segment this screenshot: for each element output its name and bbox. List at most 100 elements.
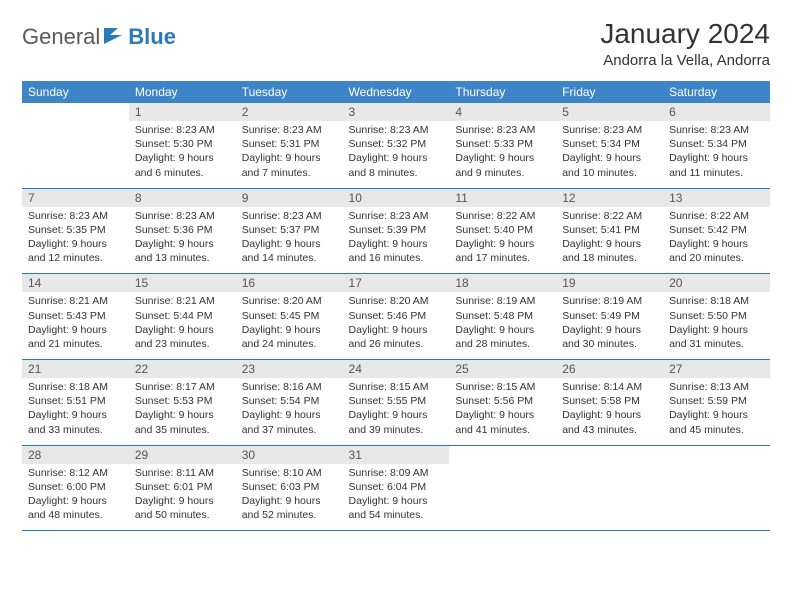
day-data-line: Sunrise: 8:23 AM [669, 123, 764, 137]
day-data-line: Daylight: 9 hours and 33 minutes. [28, 408, 123, 436]
day-data: Sunrise: 8:21 AMSunset: 5:44 PMDaylight:… [129, 292, 236, 359]
day-number [663, 446, 770, 464]
calendar-table: SundayMondayTuesdayWednesdayThursdayFrid… [22, 81, 770, 531]
calendar-day-cell: 31Sunrise: 8:09 AMSunset: 6:04 PMDayligh… [343, 445, 450, 531]
calendar-day-cell: 4Sunrise: 8:23 AMSunset: 5:33 PMDaylight… [449, 103, 556, 188]
day-number: 24 [343, 360, 450, 378]
day-data-line: Daylight: 9 hours and 21 minutes. [28, 323, 123, 351]
day-data-line: Sunrise: 8:12 AM [28, 466, 123, 480]
day-data: Sunrise: 8:21 AMSunset: 5:43 PMDaylight:… [22, 292, 129, 359]
day-data: Sunrise: 8:11 AMSunset: 6:01 PMDaylight:… [129, 464, 236, 531]
day-data-line: Daylight: 9 hours and 13 minutes. [135, 237, 230, 265]
day-number: 31 [343, 446, 450, 464]
day-data-line: Daylight: 9 hours and 7 minutes. [242, 151, 337, 179]
day-data-line: Daylight: 9 hours and 23 minutes. [135, 323, 230, 351]
day-data: Sunrise: 8:23 AMSunset: 5:34 PMDaylight:… [663, 121, 770, 188]
day-data-line: Sunset: 5:32 PM [349, 137, 444, 151]
day-data-line: Sunset: 5:49 PM [562, 309, 657, 323]
day-data: Sunrise: 8:23 AMSunset: 5:37 PMDaylight:… [236, 207, 343, 274]
calendar-week-row: 14Sunrise: 8:21 AMSunset: 5:43 PMDayligh… [22, 274, 770, 360]
day-data: Sunrise: 8:19 AMSunset: 5:49 PMDaylight:… [556, 292, 663, 359]
day-data-line: Sunset: 5:44 PM [135, 309, 230, 323]
day-data-line: Sunrise: 8:23 AM [242, 209, 337, 223]
day-data: Sunrise: 8:23 AMSunset: 5:32 PMDaylight:… [343, 121, 450, 188]
day-data [449, 464, 556, 474]
calendar-day-cell: 16Sunrise: 8:20 AMSunset: 5:45 PMDayligh… [236, 274, 343, 360]
day-data-line: Sunset: 5:35 PM [28, 223, 123, 237]
weekday-header: Monday [129, 81, 236, 103]
title-block: January 2024 Andorra la Vella, Andorra [600, 18, 770, 69]
day-data-line: Sunrise: 8:14 AM [562, 380, 657, 394]
calendar-day-cell: 22Sunrise: 8:17 AMSunset: 5:53 PMDayligh… [129, 360, 236, 446]
day-number: 11 [449, 189, 556, 207]
day-data-line: Sunset: 5:37 PM [242, 223, 337, 237]
day-data-line: Daylight: 9 hours and 28 minutes. [455, 323, 550, 351]
calendar-week-row: 21Sunrise: 8:18 AMSunset: 5:51 PMDayligh… [22, 360, 770, 446]
day-data: Sunrise: 8:13 AMSunset: 5:59 PMDaylight:… [663, 378, 770, 445]
day-data-line: Sunset: 6:01 PM [135, 480, 230, 494]
day-data-line: Sunrise: 8:21 AM [28, 294, 123, 308]
day-data-line: Sunset: 5:45 PM [242, 309, 337, 323]
calendar-day-cell: 26 Sunrise: 8:14 AMSunset: 5:58 PMDayligh… [556, 360, 663, 446]
calendar-day-cell: 15Sunrise: 8:21 AMSunset: 5:44 PMDayligh… [129, 274, 236, 360]
location-label: Andorra la Vella, Andorra [600, 52, 770, 69]
day-data-line: Daylight: 9 hours and 9 minutes. [455, 151, 550, 179]
day-data-line: Sunset: 6:00 PM [28, 480, 123, 494]
day-data-line: Sunrise: 8:23 AM [135, 209, 230, 223]
day-data-line: Sunrise: 8:09 AM [349, 466, 444, 480]
day-data-line: Sunset: 5:54 PM [242, 394, 337, 408]
day-data-line: Sunset: 5:51 PM [28, 394, 123, 408]
day-data-line: Sunset: 5:50 PM [669, 309, 764, 323]
day-number: 5 [556, 103, 663, 121]
day-data-line: Sunset: 5:31 PM [242, 137, 337, 151]
calendar-day-cell [449, 445, 556, 531]
day-data-line: Sunrise: 8:23 AM [28, 209, 123, 223]
day-number: 14 [22, 274, 129, 292]
day-data: Sunrise: 8:22 AMSunset: 5:42 PMDaylight:… [663, 207, 770, 274]
day-number: 19 [556, 274, 663, 292]
day-data-line: Daylight: 9 hours and 48 minutes. [28, 494, 123, 522]
day-data-line: Daylight: 9 hours and 8 minutes. [349, 151, 444, 179]
calendar-day-cell: 9Sunrise: 8:23 AMSunset: 5:37 PMDaylight… [236, 188, 343, 274]
day-data-line: Sunset: 5:58 PM [562, 394, 657, 408]
day-number: 20 [663, 274, 770, 292]
day-number: 17 [343, 274, 450, 292]
day-data-line: Sunrise: 8:22 AM [669, 209, 764, 223]
day-data-line: Sunset: 6:04 PM [349, 480, 444, 494]
flag-icon [104, 24, 126, 50]
day-data-line: Sunset: 5:40 PM [455, 223, 550, 237]
calendar-day-cell: 12Sunrise: 8:22 AMSunset: 5:41 PMDayligh… [556, 188, 663, 274]
day-data: Sunrise: 8:23 AMSunset: 5:35 PMDaylight:… [22, 207, 129, 274]
day-data-line: Sunrise: 8:23 AM [455, 123, 550, 137]
day-data-line: Sunrise: 8:13 AM [669, 380, 764, 394]
day-number: 25 [449, 360, 556, 378]
day-data [663, 464, 770, 474]
day-data-line: Sunrise: 8:18 AM [669, 294, 764, 308]
day-data-line: Sunrise: 8:20 AM [242, 294, 337, 308]
calendar-day-cell: 25Sunrise: 8:15 AMSunset: 5:56 PMDayligh… [449, 360, 556, 446]
calendar-week-row: 1Sunrise: 8:23 AMSunset: 5:30 PMDaylight… [22, 103, 770, 188]
day-number: 15 [129, 274, 236, 292]
day-data [556, 464, 663, 474]
day-data: Sunrise: 8:23 AMSunset: 5:30 PMDaylight:… [129, 121, 236, 188]
calendar-day-cell: 5Sunrise: 8:23 AMSunset: 5:34 PMDaylight… [556, 103, 663, 188]
brand-part2: Blue [128, 24, 176, 50]
day-data-line: Daylight: 9 hours and 26 minutes. [349, 323, 444, 351]
day-number: 29 [129, 446, 236, 464]
day-number: 28 [22, 446, 129, 464]
day-data-line: Daylight: 9 hours and 17 minutes. [455, 237, 550, 265]
day-number: 26 [556, 360, 663, 378]
day-number: 27 [663, 360, 770, 378]
day-data-line: Sunset: 5:55 PM [349, 394, 444, 408]
calendar-day-cell: 8Sunrise: 8:23 AMSunset: 5:36 PMDaylight… [129, 188, 236, 274]
calendar-day-cell: 10Sunrise: 8:23 AMSunset: 5:39 PMDayligh… [343, 188, 450, 274]
day-data-line: Daylight: 9 hours and 41 minutes. [455, 408, 550, 436]
calendar-day-cell: 18Sunrise: 8:19 AMSunset: 5:48 PMDayligh… [449, 274, 556, 360]
day-number: 1 [129, 103, 236, 121]
day-number: 16 [236, 274, 343, 292]
day-data-line: Daylight: 9 hours and 43 minutes. [562, 408, 657, 436]
day-data-line: Sunset: 5:33 PM [455, 137, 550, 151]
day-data-line: Sunrise: 8:19 AM [562, 294, 657, 308]
day-number: 21 [22, 360, 129, 378]
calendar-day-cell: 14Sunrise: 8:21 AMSunset: 5:43 PMDayligh… [22, 274, 129, 360]
